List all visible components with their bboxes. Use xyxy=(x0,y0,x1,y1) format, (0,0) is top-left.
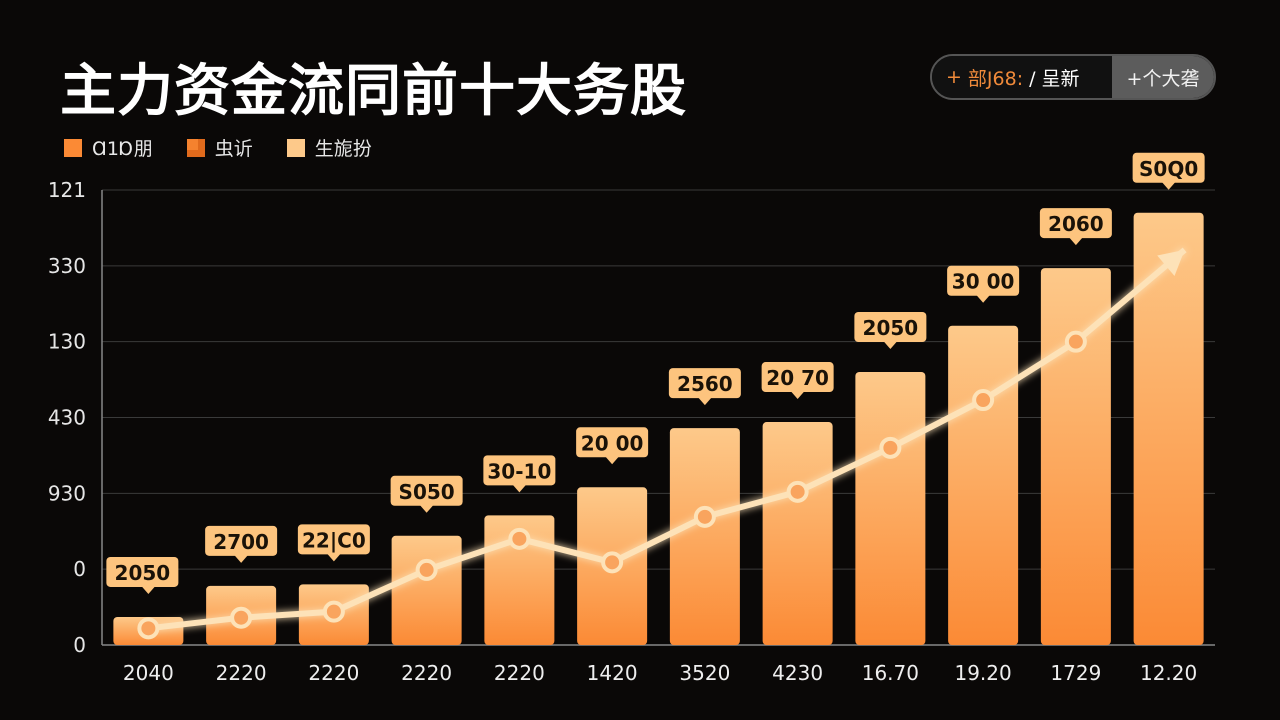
bar xyxy=(762,422,833,645)
line-point xyxy=(786,480,809,503)
toggle-left-sub: / 呈新 xyxy=(1029,67,1080,90)
data-label-pointer xyxy=(976,294,991,303)
data-label-pointer xyxy=(419,504,434,513)
data-label: 2560 xyxy=(677,372,733,396)
legend-label: 虫䜣 xyxy=(214,138,253,160)
legend-item: Ɑ1Ɒ朋 xyxy=(64,134,153,161)
data-label-box xyxy=(1132,152,1205,183)
x-tick-label: 2040 xyxy=(123,661,174,685)
y-tick-label: 0 xyxy=(73,557,86,581)
data-label-box xyxy=(1039,208,1112,239)
data-label-box xyxy=(947,265,1020,296)
x-tick-label: 2220 xyxy=(401,661,452,685)
legend-label: 生旎扮 xyxy=(314,138,372,160)
data-label-pointer xyxy=(234,554,249,563)
y-tick-label: 430 xyxy=(48,406,86,430)
data-label-box xyxy=(205,525,278,556)
data-label-pointer xyxy=(697,397,712,406)
x-tick-label: 16.70 xyxy=(862,661,919,685)
trend-line xyxy=(148,247,1187,632)
data-label-pointer xyxy=(326,553,341,562)
toggle-left-option[interactable]: + 部J68: / 呈新 xyxy=(932,56,1112,98)
legend-item: 生旎扮 xyxy=(286,134,372,161)
bar xyxy=(948,325,1019,645)
toggle-left-label: 部J68: xyxy=(967,67,1024,90)
legend-swatch xyxy=(64,138,82,157)
data-label: 2700 xyxy=(213,530,269,554)
data-label-box xyxy=(576,427,649,458)
bar xyxy=(1133,212,1204,645)
line-point xyxy=(508,527,531,550)
line-point xyxy=(879,436,902,459)
x-tick-label: 4230 xyxy=(772,661,823,685)
legend-swatch xyxy=(286,138,305,157)
x-tick-label: 3520 xyxy=(679,661,730,685)
data-label-pointer xyxy=(605,456,620,465)
bar xyxy=(855,372,926,645)
x-tick-label: 1420 xyxy=(587,661,638,685)
x-tick-label: 2220 xyxy=(216,661,267,685)
line-point xyxy=(601,551,624,574)
data-label-pointer xyxy=(883,341,898,349)
line-point xyxy=(415,558,438,581)
view-toggle[interactable]: + 部J68: / 呈新 +个大砻 xyxy=(930,54,1216,100)
legend: Ɑ1Ɒ朋 虫䜣 生旎扮 xyxy=(64,134,372,161)
data-label: 2050 xyxy=(863,316,919,340)
x-tick-label: 1729 xyxy=(1050,661,1101,685)
y-tick-label: 930 xyxy=(48,481,86,505)
data-label: 20 70 xyxy=(766,366,829,390)
plus-icon: + xyxy=(946,66,962,88)
line-point xyxy=(693,505,716,528)
toggle-right-option[interactable]: +个大砻 xyxy=(1112,56,1214,98)
data-label-pointer xyxy=(1161,181,1176,190)
data-label: 30 00 xyxy=(952,270,1015,294)
y-tick-label: 330 xyxy=(48,254,86,278)
trend-arrow-icon xyxy=(1157,249,1185,277)
data-label-pointer xyxy=(1068,237,1083,246)
data-label-pointer xyxy=(141,585,156,594)
x-tick-label: 19.20 xyxy=(954,661,1011,685)
data-label-box xyxy=(390,475,463,506)
line-point xyxy=(137,617,160,640)
x-tick-label: 2220 xyxy=(308,661,359,685)
x-tick-label: 2220 xyxy=(494,661,545,685)
y-tick-label: 0 xyxy=(73,633,86,657)
data-label: 2060 xyxy=(1048,212,1104,236)
data-label-pointer xyxy=(790,391,805,400)
bar xyxy=(391,535,462,645)
y-tick-label: 121 xyxy=(48,178,86,202)
data-label-box xyxy=(668,368,741,399)
data-label: S050 xyxy=(399,480,455,504)
data-label: S0Q0 xyxy=(1139,157,1198,181)
line-point xyxy=(1064,330,1087,353)
line-point xyxy=(972,389,995,412)
legend-swatch xyxy=(186,138,205,157)
y-tick-label: 130 xyxy=(48,330,86,354)
data-label-pointer xyxy=(512,484,527,493)
data-label-box xyxy=(854,312,927,342)
data-label: 22|C0 xyxy=(302,528,366,552)
data-label: 30-10 xyxy=(487,459,551,483)
data-label-box xyxy=(106,556,179,587)
data-label-box xyxy=(761,362,834,393)
page-title: 主力资金流同前十大务股 xyxy=(60,59,687,124)
line-point xyxy=(230,606,253,629)
legend-label: Ɑ1Ɒ朋 xyxy=(92,138,153,160)
data-label: 20 00 xyxy=(581,431,644,455)
bar xyxy=(669,428,740,645)
bar xyxy=(1040,268,1111,645)
data-label-box xyxy=(483,455,556,486)
data-label-box xyxy=(297,524,370,555)
legend-item: 虫䜣 xyxy=(186,134,253,161)
x-tick-label: 12.20 xyxy=(1140,661,1197,685)
line-point xyxy=(322,600,345,623)
data-label: 2050 xyxy=(115,561,171,585)
